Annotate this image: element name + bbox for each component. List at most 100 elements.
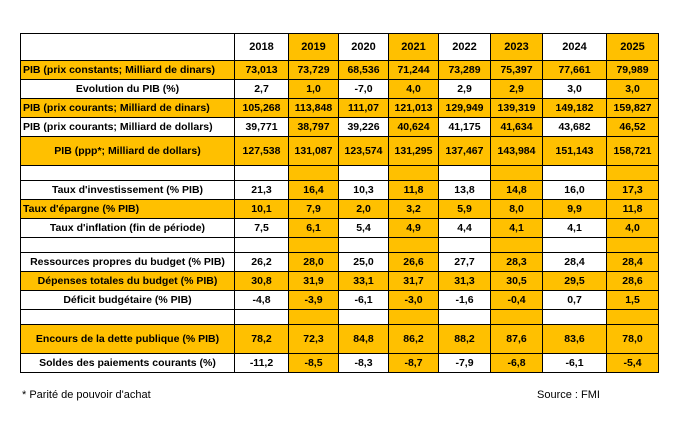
value-cell: 28,6 [606,271,659,291]
value-cell: -11,2 [234,353,289,373]
value-cell: -7,0 [338,79,389,99]
value-cell: -3,9 [288,290,339,310]
value-cell: 17,3 [606,180,659,200]
value-cell: -6,1 [338,290,389,310]
spacer-row [20,237,659,253]
value-cell: 72,3 [288,324,339,354]
row-label: PIB (prix courants; Milliard de dollars) [20,117,235,137]
value-cell: 16,0 [542,180,607,200]
value-cell: 127,538 [234,136,289,166]
value-cell: 46,52 [606,117,659,137]
year-header: 2023 [490,33,543,61]
value-cell: -4,8 [234,290,289,310]
value-cell: -3,0 [388,290,439,310]
value-cell: 84,8 [338,324,389,354]
value-cell: 30,5 [490,271,543,291]
value-cell: 13,8 [438,180,491,200]
row-label: Evolution du PIB (%) [20,79,235,99]
value-cell: 4,1 [490,218,543,238]
empty-cell [338,237,389,253]
empty-cell [288,309,339,325]
value-cell: 123,574 [338,136,389,166]
value-cell: 73,013 [234,60,289,80]
table-row: Dépenses totales du budget (% PIB) 30,8 31… [20,271,659,291]
value-cell: 11,8 [388,180,439,200]
row-label: Déficit budgétaire (% PIB) [20,290,235,310]
value-cell: 149,182 [542,98,607,118]
value-cell: 41,175 [438,117,491,137]
empty-cell [388,165,439,181]
value-cell: 78,0 [606,324,659,354]
value-cell: 30,8 [234,271,289,291]
value-cell: -6,8 [490,353,543,373]
value-cell: 3,0 [606,79,659,99]
value-cell: -1,6 [438,290,491,310]
value-cell: 31,7 [388,271,439,291]
year-header: 2022 [438,33,491,61]
value-cell: 111,07 [338,98,389,118]
empty-cell [20,309,235,325]
row-label: PIB (prix courants; Milliard de dinars) [20,98,235,118]
empty-cell [388,309,439,325]
value-cell: -8,3 [338,353,389,373]
table-row: Soldes des paiements courants (%) -11,2 -8… [20,353,659,373]
value-cell: 38,797 [288,117,339,137]
row-label: PIB (prix constants; Milliard de dinars) [20,60,235,80]
value-cell: 113,848 [288,98,339,118]
value-cell: 29,5 [542,271,607,291]
value-cell: 4,1 [542,218,607,238]
value-cell: 71,244 [388,60,439,80]
value-cell: 6,1 [288,218,339,238]
empty-cell [20,237,235,253]
empty-cell [606,309,659,325]
empty-cell [606,237,659,253]
row-label: Encours de la dette publique (% PIB) [20,324,235,354]
table-row: Taux d'investissement (% PIB) 21,3 16,4 10,… [20,180,659,200]
value-cell: 159,827 [606,98,659,118]
table-row: PIB (prix courants; Milliard de dollars)… [20,117,659,137]
value-cell: 3,0 [542,79,607,99]
empty-cell [542,165,607,181]
empty-cell [234,165,289,181]
value-cell: -7,9 [438,353,491,373]
value-cell: 31,3 [438,271,491,291]
footnote: * Parité de pouvoir d'achat [22,389,151,401]
header-corner [20,33,235,61]
table-row: Déficit budgétaire (% PIB) -4,8 -3,9 -6,1 -3… [20,290,659,310]
empty-cell [606,165,659,181]
value-cell: 105,268 [234,98,289,118]
value-cell: 2,7 [234,79,289,99]
year-header: 2024 [542,33,607,61]
empty-cell [542,237,607,253]
value-cell: 1,0 [288,79,339,99]
value-cell: 68,536 [338,60,389,80]
header-row: 2018 2019 2020 2021 2022 2023 2024 2025 [20,33,659,61]
row-label: Ressources propres du budget (% PIB) [20,252,235,272]
empty-cell [20,165,235,181]
value-cell: 4,0 [388,79,439,99]
value-cell: 5,9 [438,199,491,219]
value-cell: 73,729 [288,60,339,80]
row-label: Taux d'épargne (% PIB) [20,199,235,219]
value-cell: 1,5 [606,290,659,310]
value-cell: 0,7 [542,290,607,310]
value-cell: -0,4 [490,290,543,310]
empty-cell [542,309,607,325]
value-cell: 2,0 [338,199,389,219]
value-cell: 7,5 [234,218,289,238]
spacer-row [20,165,659,181]
value-cell: 87,6 [490,324,543,354]
row-label: Taux d'inflation (fin de période) [20,218,235,238]
empty-cell [338,309,389,325]
value-cell: 10,3 [338,180,389,200]
value-cell: 40,624 [388,117,439,137]
value-cell: 88,2 [438,324,491,354]
value-cell: 83,6 [542,324,607,354]
value-cell: 28,0 [288,252,339,272]
value-cell: 131,087 [288,136,339,166]
value-cell: 121,013 [388,98,439,118]
empty-cell [438,237,491,253]
year-header: 2018 [234,33,289,61]
empty-cell [490,237,543,253]
value-cell: 10,1 [234,199,289,219]
